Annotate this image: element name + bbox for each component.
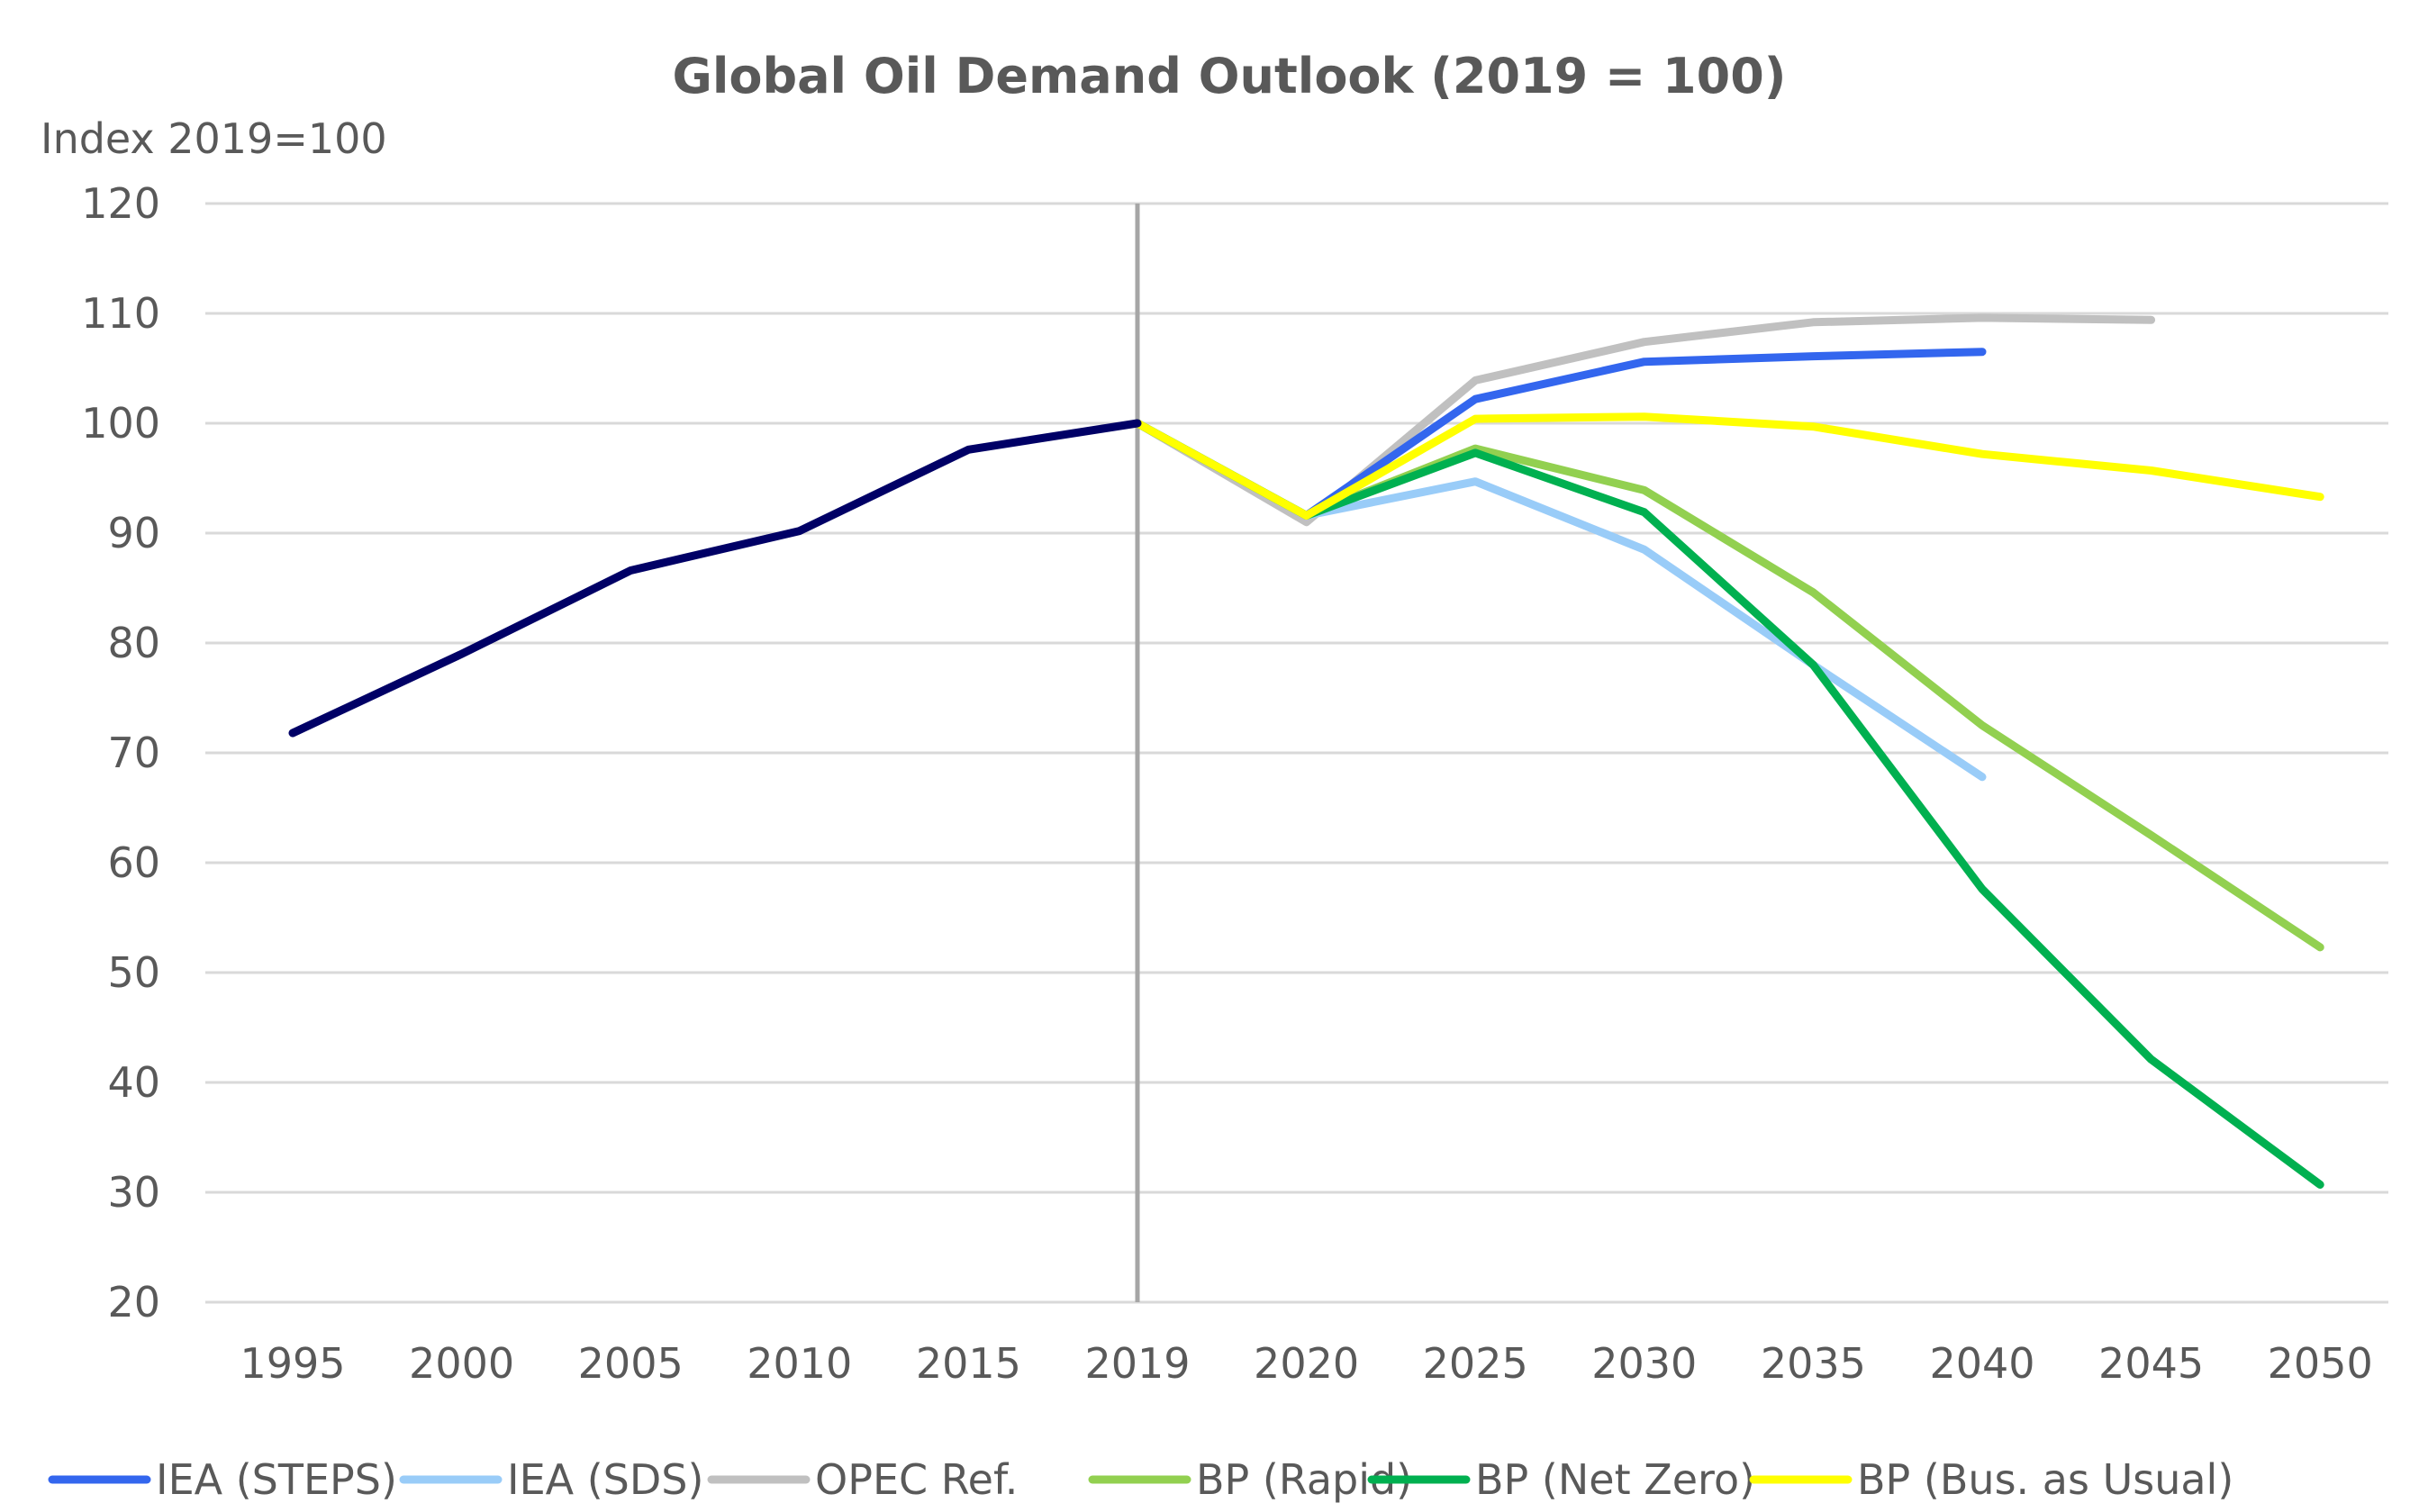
series-line-opec-ref (1133, 313, 2156, 527)
legend-item-bp-bus-as-usual: BP (Bus. as Usual) (1749, 1455, 2233, 1504)
y-tick-labels: 120 110 100 90 80 70 60 50 40 30 20 (81, 179, 160, 1326)
y-tick-label-20: 20 (107, 1278, 160, 1326)
legend-item-bp-rapid: BP (Rapid) (1088, 1455, 1412, 1504)
series-line-history (288, 419, 1142, 738)
x-tick-label-2040: 2040 (1929, 1339, 2034, 1388)
legend: IEA (STEPS) IEA (SDS) OPEC Ref. BP (Rapid) B… (48, 1455, 2233, 1504)
grid-lines (205, 202, 2388, 1304)
y-tick-label-90: 90 (107, 509, 160, 557)
x-tick-label-1995: 1995 (240, 1339, 345, 1388)
x-tick-label-2000: 2000 (409, 1339, 514, 1388)
y-tick-label-60: 60 (107, 838, 160, 887)
legend-label: OPEC Ref. (815, 1455, 1018, 1504)
x-tick-labels: 1995 2000 2005 2010 2015 2019 2020 2025 2030 2035… (240, 1339, 2372, 1388)
legend-label: IEA (SDS) (507, 1455, 703, 1504)
legend-item-iea-steps: IEA (STEPS) (48, 1455, 397, 1504)
chart-title: Global Oil Demand Outlook (2019 = 100) (673, 48, 1787, 104)
y-tick-label-110: 110 (81, 289, 160, 338)
y-tick-label-120: 120 (81, 179, 160, 228)
y-tick-label-30: 30 (107, 1168, 160, 1217)
y-tick-label-50: 50 (107, 948, 160, 997)
legend-label: BP (Bus. as Usual) (1857, 1455, 2233, 1504)
x-tick-label-2050: 2050 (2268, 1339, 2373, 1388)
x-tick-label-2005: 2005 (578, 1339, 684, 1388)
y-tick-label-100: 100 (81, 399, 160, 448)
x-tick-label-2019: 2019 (1084, 1339, 1190, 1388)
x-tick-label-2035: 2035 (1761, 1339, 1866, 1388)
legend-item-iea-sds: IEA (SDS) (399, 1455, 703, 1504)
legend-item-opec-ref: OPEC Ref. (707, 1455, 1018, 1504)
x-tick-label-2030: 2030 (1591, 1339, 1697, 1388)
series-line-bp-rapid (1133, 419, 2324, 952)
y-axis-label: Index 2019=100 (41, 114, 387, 163)
x-tick-label-2010: 2010 (747, 1339, 852, 1388)
y-tick-label-40: 40 (107, 1058, 160, 1107)
legend-item-bp-net-zero: BP (Net Zero) (1367, 1455, 1755, 1504)
legend-label: IEA (STEPS) (156, 1455, 397, 1504)
series-line-bp-bus-as-usual (1133, 412, 2324, 520)
x-tick-label-2045: 2045 (2098, 1339, 2204, 1388)
data-series (288, 313, 2324, 1189)
x-tick-label-2015: 2015 (916, 1339, 1021, 1388)
x-tick-label-2020: 2020 (1254, 1339, 1359, 1388)
y-tick-label-80: 80 (107, 619, 160, 667)
y-tick-label-70: 70 (107, 729, 160, 777)
series-line-bp-net-zero (1133, 419, 2324, 1189)
legend-label: BP (Net Zero) (1475, 1455, 1755, 1504)
x-tick-label-2025: 2025 (1423, 1339, 1528, 1388)
